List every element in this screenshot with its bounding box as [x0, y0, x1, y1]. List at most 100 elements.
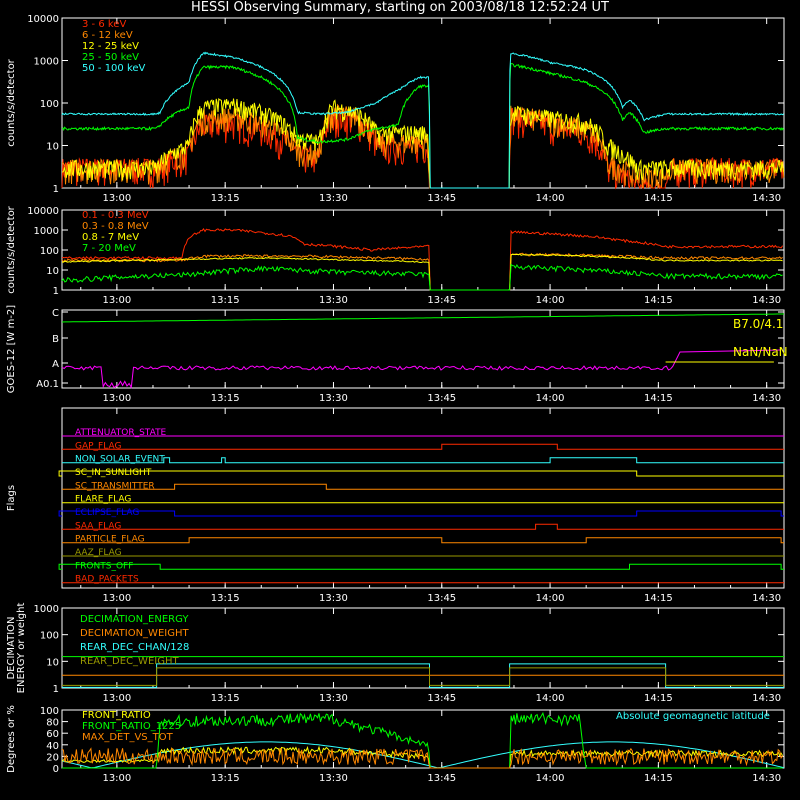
flag-label: GAP_FLAG — [75, 441, 121, 451]
y-tick-label: 1 — [53, 184, 59, 195]
y-tick-label: 1000 — [34, 57, 59, 68]
panel-6-frame — [61, 709, 785, 769]
x-tick-label: 13:45 — [427, 193, 456, 204]
legend-entry: FRONT_RATIO — [82, 710, 151, 721]
flag-label: PARTICLE_FLAG — [75, 535, 145, 545]
x-tick-label: 13:00 — [102, 193, 131, 204]
flag-line-10 — [58, 563, 784, 570]
x-tick-label: 14:15 — [644, 295, 673, 306]
x-tick-label: 13:15 — [211, 393, 240, 404]
x-tick-label: 13:15 — [211, 295, 240, 306]
flag-label: ECLIPSE_FLAG — [75, 508, 139, 518]
panel-5-frame — [61, 607, 785, 689]
x-tick-label: 13:30 — [319, 593, 348, 604]
goes-annotation: B7.0/4.1 — [733, 317, 783, 331]
goes-annotation: NaN/NaN — [733, 345, 788, 359]
y-tick-label: 1000 — [34, 226, 59, 237]
x-tick-label: 13:45 — [427, 693, 456, 704]
panel-4-frame — [61, 407, 785, 589]
flag-label: BAD_PACKETS — [75, 575, 139, 585]
page-title: HESSI Observing Summary, starting on 200… — [191, 0, 609, 15]
flag-line-3 — [58, 470, 784, 477]
legend-entry: 12 - 25 keV — [82, 41, 139, 52]
y-tick-label: 40 — [46, 741, 59, 752]
flag-line-4 — [62, 483, 784, 490]
series-line-4 — [61, 51, 785, 189]
panel-3-frame — [61, 309, 785, 389]
x-tick-label: 14:30 — [752, 295, 781, 306]
goes-short-line — [61, 349, 782, 389]
legend-entry: 0.1 - 0.3 MeV — [82, 210, 149, 221]
x-tick-label: 14:00 — [536, 773, 565, 784]
geomag-annotation: Absolute geomagnetic latitude — [616, 711, 770, 722]
y-tick-label: 10 — [46, 142, 59, 153]
y-tick-label: 100 — [40, 706, 59, 717]
x-tick-label: 14:15 — [644, 393, 673, 404]
legend-entry: 7 - 20 MeV — [82, 243, 136, 254]
series-line-1 — [61, 252, 783, 291]
y-axis-label: Flags — [6, 485, 17, 511]
flag-label: FRONTS_OFF — [75, 561, 133, 571]
x-tick-label: 13:00 — [102, 593, 131, 604]
legend-entry: 3 - 6 keV — [82, 19, 126, 30]
x-tick-label: 13:45 — [427, 393, 456, 404]
y-tick-label: 1000 — [34, 604, 59, 615]
x-tick-label: 13:30 — [319, 693, 348, 704]
x-tick-label: 13:15 — [211, 773, 240, 784]
x-tick-label: 13:15 — [211, 693, 240, 704]
y-tick-label: 0 — [53, 764, 59, 775]
y-tick-label: A0.1 — [36, 379, 59, 390]
y-axis-label: ENERGY or weight — [16, 603, 27, 694]
flag-line-7 — [62, 523, 784, 530]
x-tick-label: 13:30 — [319, 393, 348, 404]
y-axis-label: Degrees or % — [6, 705, 17, 773]
series-line-2 — [61, 97, 785, 189]
x-tick-label: 14:15 — [644, 693, 673, 704]
x-tick-label: 14:30 — [752, 773, 781, 784]
flag-line-1 — [62, 443, 784, 450]
legend-entry: MAX_DET_VS_TOT — [82, 732, 174, 743]
x-tick-label: 14:00 — [536, 295, 565, 306]
goes-long-line — [61, 313, 784, 323]
legend-entry: FRONT_RATIO_1225 — [82, 721, 181, 732]
series-line-3 — [61, 263, 783, 291]
legend-entry: 25 - 50 keV — [82, 52, 139, 63]
x-tick-label: 13:30 — [319, 295, 348, 306]
y-tick-label: B — [52, 334, 59, 345]
legend-entry: 50 - 100 keV — [82, 63, 146, 74]
x-tick-label: 13:15 — [211, 193, 240, 204]
y-axis-label: counts/s/detector — [6, 205, 17, 293]
legend-entry: REAR_DEC_CHAN/128 — [80, 642, 189, 653]
x-tick-label: 14:30 — [752, 193, 781, 204]
x-tick-label: 13:45 — [427, 773, 456, 784]
flag-line-6 — [58, 510, 784, 517]
y-tick-label: 100 — [40, 99, 59, 110]
ratio-line-1 — [62, 711, 783, 769]
x-tick-label: 13:00 — [102, 393, 131, 404]
x-tick-label: 14:30 — [752, 693, 781, 704]
flag-line-8 — [62, 537, 784, 544]
x-tick-label: 13:15 — [211, 593, 240, 604]
y-tick-label: 80 — [46, 718, 59, 729]
x-tick-label: 14:00 — [536, 193, 565, 204]
x-tick-label: 13:00 — [102, 295, 131, 306]
flag-label: SC_TRANSMITTER — [75, 481, 155, 491]
y-tick-label: 1 — [53, 684, 59, 695]
flag-label: AAZ_FLAG — [75, 548, 122, 558]
y-tick-label: A — [52, 359, 59, 370]
y-tick-label: 20 — [46, 752, 59, 763]
x-tick-label: 14:00 — [536, 693, 565, 704]
y-tick-label: 100 — [40, 631, 59, 642]
y-tick-label: 1 — [53, 286, 59, 297]
legend-entry: REAR_DEC_WEIGHT — [80, 656, 179, 667]
rear-dec-weight-line — [62, 667, 784, 686]
x-tick-label: 13:30 — [319, 773, 348, 784]
flag-label: NON_SOLAR_EVENT — [75, 455, 165, 465]
x-tick-label: 14:30 — [752, 393, 781, 404]
series-line-0 — [61, 228, 784, 291]
legend-entry: 0.8 - 7 MeV — [82, 232, 139, 243]
y-tick-label: 10000 — [27, 206, 59, 217]
flag-label: SAA_FLAG — [75, 521, 121, 531]
y-axis-label: DECIMATION — [6, 616, 17, 679]
